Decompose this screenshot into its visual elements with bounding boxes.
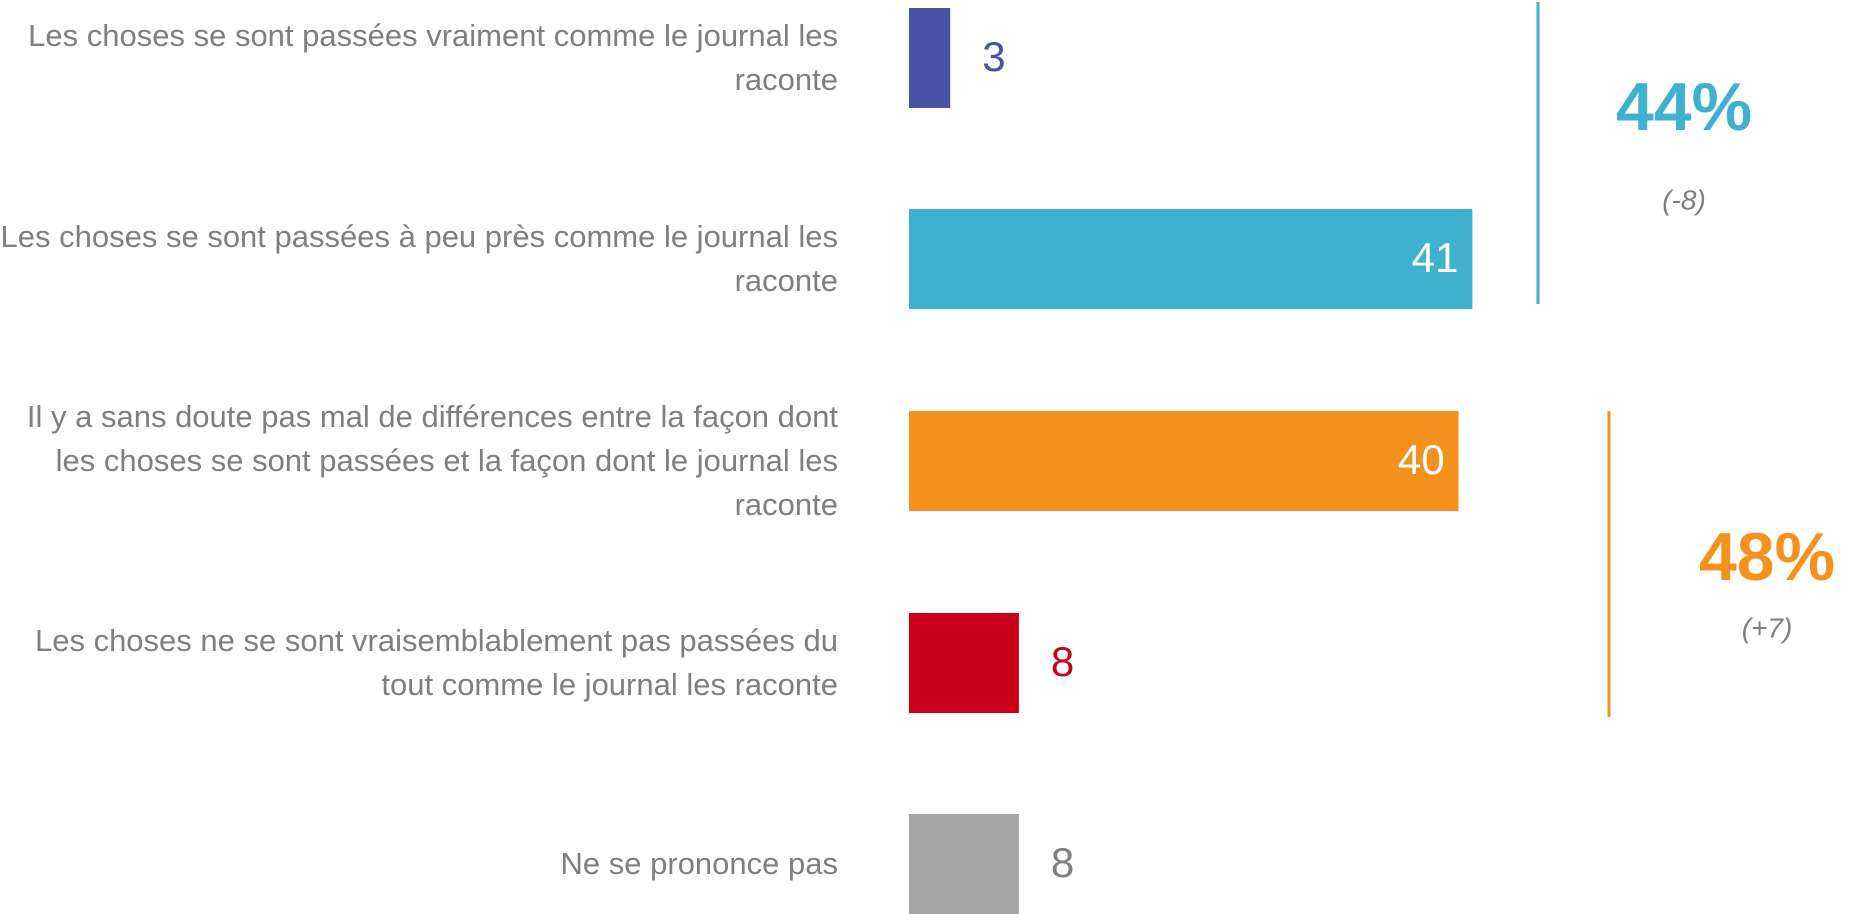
category-label: Les choses se sont passées à peu près co…	[0, 219, 838, 298]
bar	[909, 411, 1459, 511]
bar	[909, 814, 1019, 914]
bar	[909, 613, 1019, 713]
group-change: (-8)	[1662, 184, 1706, 215]
group-total: 44%	[1616, 69, 1752, 145]
bar	[909, 209, 1473, 309]
value-label: 40	[1398, 436, 1445, 483]
value-label: 41	[1412, 234, 1459, 281]
category-label: Les choses se sont passées vraiment comm…	[28, 18, 838, 97]
bar	[909, 8, 951, 108]
category-label: Les choses ne se sont vraisemblablement …	[34, 623, 838, 702]
value-label: 8	[1051, 839, 1074, 886]
group-total: 48%	[1699, 519, 1835, 595]
value-label: 8	[1051, 638, 1074, 685]
group-change: (+7)	[1742, 612, 1793, 643]
category-label: Ne se prononce pas	[560, 846, 838, 881]
category-label: Il y a sans doute pas mal de différences…	[26, 399, 838, 522]
value-label: 3	[982, 33, 1005, 80]
